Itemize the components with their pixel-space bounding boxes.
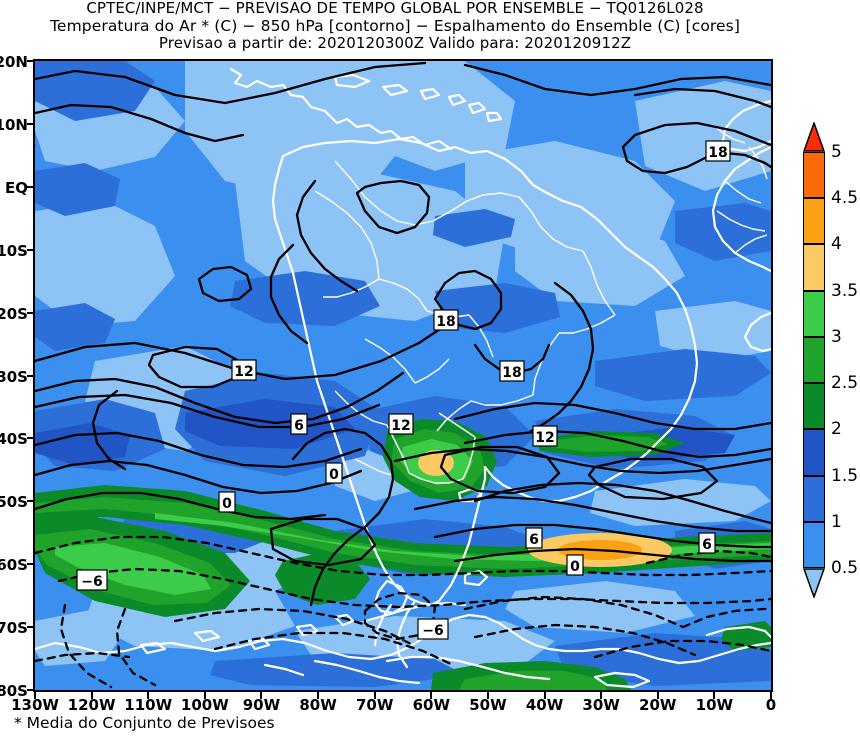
y-tick-mark bbox=[27, 249, 34, 251]
x-tick-mark bbox=[657, 692, 659, 699]
y-tick-label-10N: 10N bbox=[0, 116, 28, 134]
colorbar-tick-label-1.5: 1.5 bbox=[831, 466, 858, 486]
colorbar-tick-label-2.5: 2.5 bbox=[831, 373, 858, 393]
x-tick-mark bbox=[487, 692, 489, 699]
contour-label-6: 6 bbox=[702, 537, 712, 553]
map-plot-area: 18 18 18 12 12 12 6 6 6 0 0 0 −6 −6 bbox=[33, 59, 773, 692]
colorbar-tick-label-4: 4 bbox=[831, 234, 842, 254]
y-tick-mark bbox=[27, 437, 34, 439]
chart-title-block: CPTEC/INPE/MCT − PREVISAO DE TEMPO GLOBA… bbox=[0, 0, 790, 53]
colorbar-tick-label-2: 2 bbox=[831, 419, 842, 439]
y-tick-label-70S: 70S bbox=[0, 619, 28, 637]
y-tick-mark bbox=[27, 626, 34, 628]
y-tick-mark bbox=[27, 689, 34, 691]
contour-label-6: 6 bbox=[529, 532, 539, 548]
colorbar-segment-2.5-3 bbox=[803, 337, 825, 383]
colorbar-segment-3-3.5 bbox=[803, 291, 825, 337]
x-tick-mark bbox=[317, 692, 319, 699]
title-line-3: Previsao a partir de: 2020120300Z Valido… bbox=[0, 35, 790, 53]
x-tick-mark bbox=[204, 692, 206, 699]
contour-label-0: 0 bbox=[329, 467, 339, 483]
y-tick-mark bbox=[27, 312, 34, 314]
colorbar-segment-4-4.5 bbox=[803, 198, 825, 244]
colorbar: 0.511.522.533.544.55 bbox=[803, 152, 825, 568]
x-tick-mark bbox=[713, 692, 715, 699]
map-canvas: 18 18 18 12 12 12 6 6 6 0 0 0 −6 −6 bbox=[35, 61, 771, 690]
y-tick-mark bbox=[27, 60, 34, 62]
x-tick-mark bbox=[600, 692, 602, 699]
y-tick-label-30S: 30S bbox=[0, 368, 28, 386]
contour-label-18: 18 bbox=[436, 314, 455, 330]
contour-labels-svg: 18 18 18 12 12 12 6 6 6 0 0 0 −6 −6 bbox=[35, 61, 771, 690]
footnote: * Media do Conjunto de Previsoes bbox=[14, 714, 275, 732]
x-tick-mark bbox=[374, 692, 376, 699]
x-tick-mark bbox=[544, 692, 546, 699]
colorbar-segment-2-2.5 bbox=[803, 383, 825, 429]
colorbar-tick-label-3.5: 3.5 bbox=[831, 281, 858, 301]
colorbar-segment-0.5-1 bbox=[803, 522, 825, 568]
title-line-1: CPTEC/INPE/MCT − PREVISAO DE TEMPO GLOBA… bbox=[0, 0, 790, 18]
contour-label-12: 12 bbox=[391, 418, 410, 434]
y-tick-label-10S: 10S bbox=[0, 242, 28, 260]
colorbar-segment-3.5-4 bbox=[803, 244, 825, 290]
colorbar-tick-label-0.5: 0.5 bbox=[831, 558, 858, 578]
contour-label-12: 12 bbox=[535, 430, 554, 446]
colorbar-tick-label-1: 1 bbox=[831, 512, 842, 532]
y-tick-label-20S: 20S bbox=[0, 305, 28, 323]
x-tick-mark bbox=[430, 692, 432, 699]
contour-label-0: 0 bbox=[222, 496, 232, 512]
colorbar-over-arrow bbox=[803, 122, 825, 152]
y-tick-label-60S: 60S bbox=[0, 556, 28, 574]
colorbar-segment-1.5-2 bbox=[803, 429, 825, 475]
colorbar-segment-4.5-5 bbox=[803, 152, 825, 198]
y-tick-label-EQ: EQ bbox=[5, 179, 28, 197]
contour-label-12: 12 bbox=[234, 364, 253, 380]
contour-label-0: 0 bbox=[570, 559, 580, 575]
colorbar-segment-1-1.5 bbox=[803, 476, 825, 522]
contour-label-18: 18 bbox=[502, 365, 521, 381]
contour-label-6: 6 bbox=[294, 418, 304, 434]
contour-label-−6: −6 bbox=[81, 574, 102, 590]
x-tick-mark bbox=[91, 692, 93, 699]
y-tick-mark bbox=[27, 123, 34, 125]
y-tick-mark bbox=[27, 375, 34, 377]
y-tick-label-50S: 50S bbox=[0, 493, 28, 511]
x-tick-mark bbox=[34, 692, 36, 699]
forecast-chart-page: CPTEC/INPE/MCT − PREVISAO DE TEMPO GLOBA… bbox=[0, 0, 860, 741]
contour-label-−6: −6 bbox=[422, 623, 443, 639]
y-tick-label-40S: 40S bbox=[0, 430, 28, 448]
y-tick-mark bbox=[27, 563, 34, 565]
colorbar-tick-label-5: 5 bbox=[831, 142, 842, 162]
colorbar-tick-label-4.5: 4.5 bbox=[831, 188, 858, 208]
title-line-2: Temperatura do Ar * (C) − 850 hPa [conto… bbox=[0, 18, 790, 36]
colorbar-tick-label-3: 3 bbox=[831, 327, 842, 347]
y-tick-mark bbox=[27, 186, 34, 188]
colorbar-under-arrow bbox=[803, 568, 825, 598]
x-tick-mark bbox=[260, 692, 262, 699]
contour-label-18: 18 bbox=[708, 145, 727, 161]
x-tick-mark bbox=[770, 692, 772, 699]
x-tick-mark bbox=[147, 692, 149, 699]
y-tick-mark bbox=[27, 500, 34, 502]
y-tick-label-20N: 20N bbox=[0, 53, 28, 71]
